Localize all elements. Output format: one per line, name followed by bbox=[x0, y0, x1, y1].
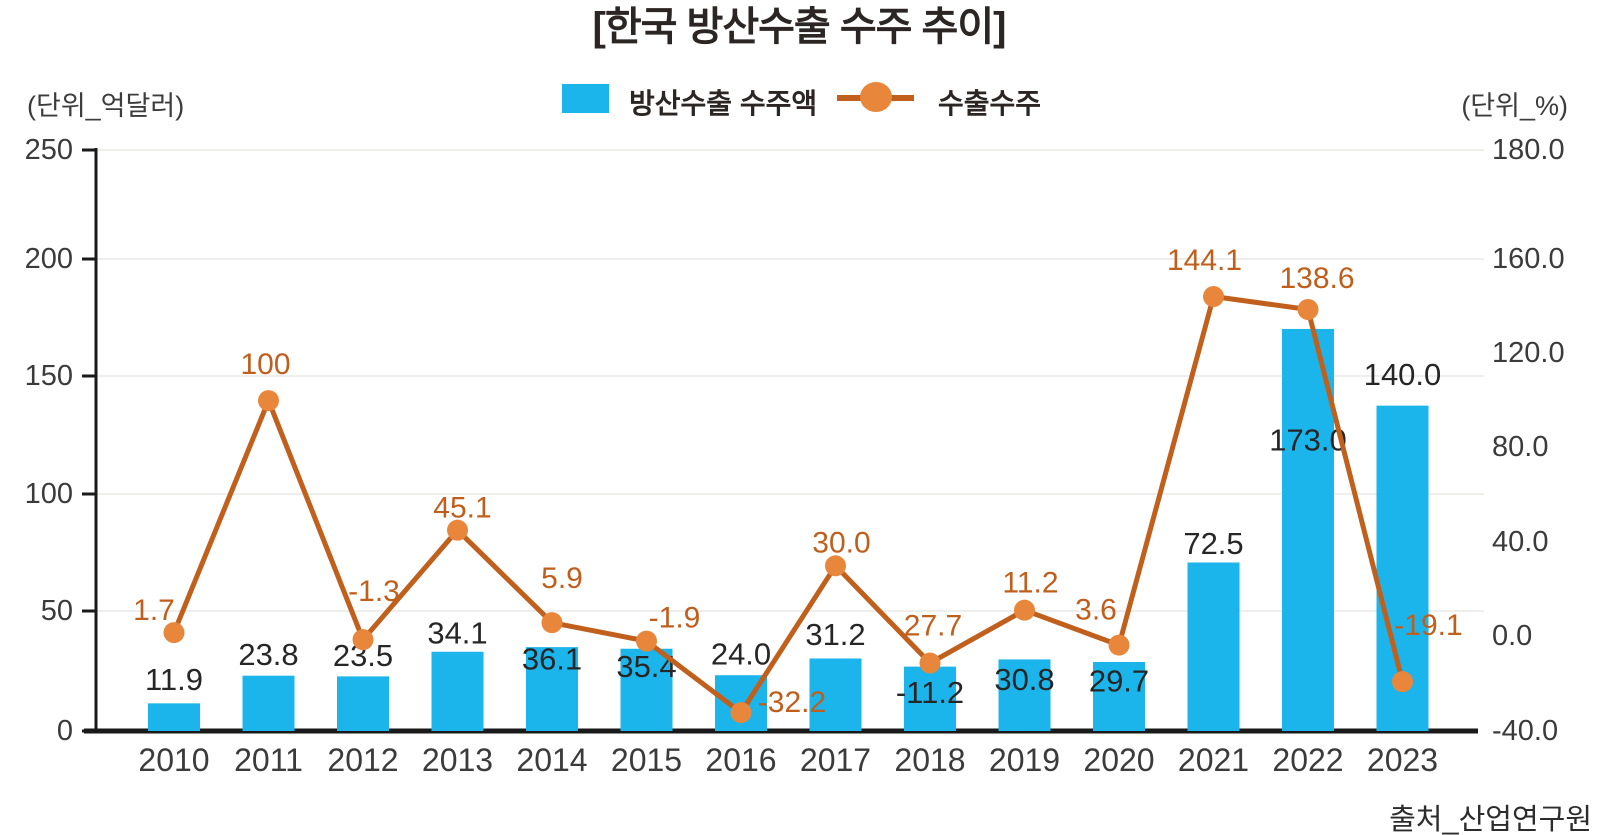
line-label-2013: 45.1 bbox=[433, 492, 491, 525]
legend-bar-swatch bbox=[562, 84, 609, 113]
line-label-2012: -1.3 bbox=[348, 575, 400, 608]
x-axis-label-2020: 2020 bbox=[1083, 742, 1154, 778]
right-axis-label--40.0: -40.0 bbox=[1492, 715, 1558, 747]
bar-label-2014: 36.1 bbox=[522, 642, 582, 677]
left-axis-label-250: 250 bbox=[25, 134, 73, 166]
left-axis-label-200: 200 bbox=[25, 243, 73, 275]
x-axis-label-2015: 2015 bbox=[611, 742, 682, 778]
bar-label-2020: 29.7 bbox=[1089, 663, 1149, 698]
bar-2015 bbox=[620, 648, 673, 731]
x-axis-label-2018: 2018 bbox=[894, 742, 965, 778]
legend-bar-label: 방산수출 수주액 bbox=[629, 88, 818, 119]
trend-marker-2018 bbox=[919, 652, 941, 674]
line-label-2020: 3.6 bbox=[1075, 594, 1117, 627]
right-axis-label-180.0: 180.0 bbox=[1492, 134, 1565, 166]
bar-2012 bbox=[337, 676, 389, 731]
bar-2010 bbox=[148, 703, 200, 731]
bar-2019 bbox=[998, 659, 1051, 731]
source-credit: 출처_산업연구원 bbox=[1389, 804, 1592, 835]
bar-2014 bbox=[526, 647, 578, 731]
line-label-2011: 100 bbox=[240, 348, 290, 381]
bar-2013 bbox=[431, 651, 484, 731]
bar-label-2022: 173.0 bbox=[1269, 422, 1347, 457]
line-label-2018: 27.7 bbox=[904, 610, 962, 643]
trend-marker-2012 bbox=[352, 629, 374, 651]
line-label-2021: 144.1 bbox=[1167, 244, 1242, 277]
trend-marker-2013 bbox=[447, 519, 468, 541]
x-axis-label-2023: 2023 bbox=[1367, 742, 1438, 778]
trend-marker-2014 bbox=[541, 612, 563, 634]
bar-label-2016: 24.0 bbox=[711, 637, 771, 672]
right-axis-label-0.0: 0.0 bbox=[1492, 620, 1532, 652]
legend-line-label: 수출수주 bbox=[938, 88, 1042, 119]
line-label-2014: 5.9 bbox=[541, 562, 583, 595]
x-axis-label-2017: 2017 bbox=[800, 742, 871, 778]
bar-label-2021: 72.5 bbox=[1183, 526, 1243, 561]
legend-line-swatch bbox=[837, 82, 914, 113]
trend-marker-2011 bbox=[258, 390, 279, 412]
x-axis-label-2021: 2021 bbox=[1178, 742, 1249, 778]
x-axis-label-2011: 2011 bbox=[234, 742, 303, 778]
line-label-2015: -1.9 bbox=[649, 602, 701, 635]
right-axis-label-160.0: 160.0 bbox=[1492, 243, 1565, 275]
x-axis-label-2010: 2010 bbox=[138, 742, 209, 778]
left-axis-label-150: 150 bbox=[25, 360, 73, 392]
right-axis-label-120.0: 120.0 bbox=[1492, 337, 1565, 369]
left-axis-unit: (단위_억달러) bbox=[27, 91, 185, 121]
trend-marker-2010 bbox=[163, 622, 185, 644]
bar-label-2023: 140.0 bbox=[1364, 357, 1442, 392]
line-label-2023: -19.1 bbox=[1394, 609, 1462, 642]
trend-marker-2023 bbox=[1392, 671, 1413, 693]
line-label-2016: -32.2 bbox=[758, 686, 826, 719]
chart-title: [한국 방산수출 수주 추이] bbox=[592, 5, 1007, 49]
trend-marker-2019 bbox=[1014, 599, 1035, 621]
left-axis-label-100: 100 bbox=[25, 478, 73, 510]
line-label-2017: 30.0 bbox=[812, 526, 870, 559]
bar-2018 bbox=[904, 666, 956, 731]
x-axis-label-2016: 2016 bbox=[705, 742, 776, 778]
left-axis-label-50: 50 bbox=[41, 595, 73, 627]
bar-2017 bbox=[809, 658, 862, 731]
x-axis-label-2022: 2022 bbox=[1272, 742, 1343, 778]
trend-line bbox=[171, 294, 1405, 716]
x-axis-label-2012: 2012 bbox=[327, 742, 398, 778]
trend-marker-2020 bbox=[1108, 634, 1130, 656]
bar-label-2013: 34.1 bbox=[427, 615, 487, 650]
x-axis-label-2013: 2013 bbox=[422, 742, 493, 778]
right-axis-label-80.0: 80.0 bbox=[1492, 431, 1548, 463]
trend-marker-2021 bbox=[1203, 286, 1224, 308]
legend-line-marker-icon bbox=[859, 82, 892, 112]
bar-label-2017: 31.2 bbox=[805, 617, 865, 652]
trend-marker-2022 bbox=[1297, 299, 1319, 321]
x-axis-label-2019: 2019 bbox=[989, 742, 1060, 778]
bar-label-2010: 11.9 bbox=[145, 662, 203, 697]
bar-label-2011: 23.8 bbox=[238, 637, 298, 672]
line-label-2022: 138.6 bbox=[1279, 262, 1354, 295]
bar-2021 bbox=[1187, 562, 1240, 731]
right-axis-label-40.0: 40.0 bbox=[1492, 526, 1548, 558]
left-axis-label-0: 0 bbox=[57, 715, 73, 747]
line-label-2010: 1.7 bbox=[133, 594, 175, 627]
trend-marker-2017 bbox=[825, 555, 846, 577]
trend-marker-2015 bbox=[636, 630, 657, 652]
bar-label-2018: -11.2 bbox=[896, 675, 964, 710]
bar-2020 bbox=[1093, 661, 1145, 731]
bar-2022 bbox=[1282, 328, 1334, 731]
bar-label-2019: 30.8 bbox=[994, 662, 1054, 697]
right-axis-unit: (단위_%) bbox=[1461, 91, 1568, 121]
bar-2011 bbox=[242, 675, 295, 731]
x-axis-label-2014: 2014 bbox=[516, 742, 587, 778]
trend-marker-2016 bbox=[730, 702, 752, 724]
line-label-2019: 11.2 bbox=[1002, 567, 1058, 600]
